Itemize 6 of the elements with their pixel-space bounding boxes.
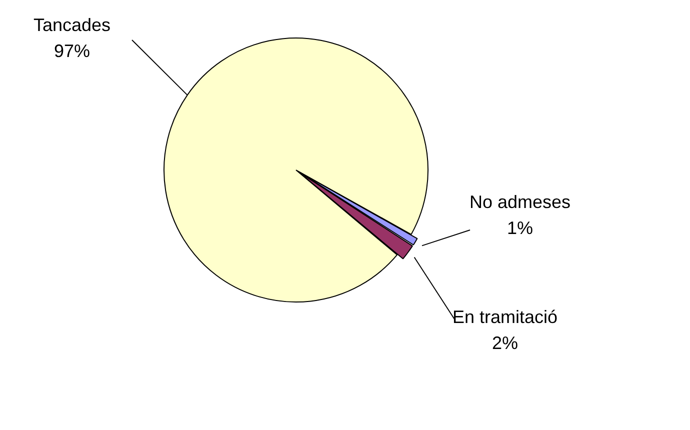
slice-label: Tancades xyxy=(33,14,111,35)
slice-label: En tramitació xyxy=(452,306,558,327)
data-label: 1% xyxy=(506,218,534,238)
data-label: 2% xyxy=(492,332,518,353)
slice-label: No admeses xyxy=(469,192,571,212)
data-label: 97% xyxy=(54,40,90,61)
